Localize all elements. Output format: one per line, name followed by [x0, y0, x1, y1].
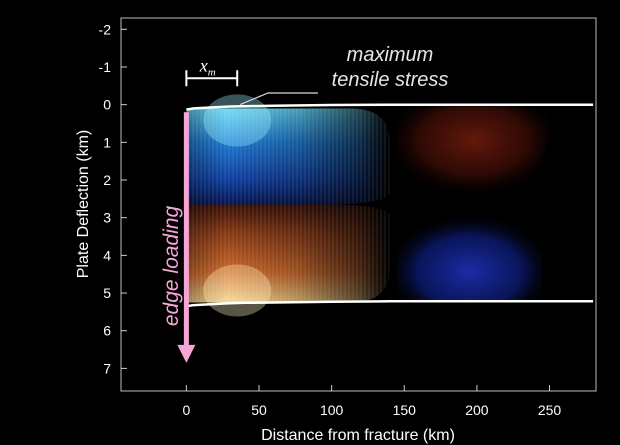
- edge-loading-arrow-head: [177, 344, 196, 363]
- xm-label: xm: [199, 55, 216, 78]
- axis-ticks: 0 50 100 150 200 250 -2 -1 0 1 2 3 4 5 6 7: [99, 21, 562, 418]
- y-tick-label: 6: [103, 323, 111, 339]
- max-tensile-label-line2: tensile stress: [332, 69, 449, 91]
- xm-label-subscript: m: [208, 66, 216, 78]
- max-tensile-leader-line: [239, 92, 318, 106]
- stress-peak-1: [203, 264, 272, 317]
- max-tensile-label-line1: maximum: [347, 44, 434, 66]
- stress-region-compression-2: [396, 106, 550, 203]
- y-tick-label: 2: [103, 172, 111, 188]
- plate-surfaces: [186, 103, 594, 308]
- x-tick-label: 250: [538, 402, 562, 418]
- plate-bottom-surface: [186, 300, 594, 308]
- stress-region-tension-3: [396, 202, 543, 301]
- xm-label-base: x: [199, 55, 208, 75]
- y-tick-label: 4: [103, 247, 111, 263]
- y-tick-label: 3: [103, 210, 111, 226]
- x-tick-label: 200: [465, 402, 489, 418]
- stress-region-texture-0: [186, 108, 390, 205]
- y-tick-label: 0: [103, 97, 111, 113]
- y-tick-label: -1: [99, 59, 112, 75]
- plate-top-surface: [186, 103, 594, 111]
- x-axis-label: Distance from fracture (km): [261, 427, 455, 444]
- stress-peak-0: [203, 94, 272, 147]
- y-axis-label: Plate Deflection (km): [75, 130, 92, 279]
- edge-loading-arrow-shaft: [183, 112, 189, 347]
- y-tick-label: 7: [103, 360, 111, 376]
- y-tick-label: 1: [103, 134, 111, 150]
- x-tick-label: 100: [320, 402, 344, 418]
- x-tick-label: 50: [251, 402, 267, 418]
- edge-loading-label: edge loading: [160, 206, 183, 327]
- y-tick-label: -2: [99, 21, 112, 37]
- x-tick-label: 0: [182, 402, 190, 418]
- y-tick-label: 5: [103, 285, 111, 301]
- stress-region-texture-1: [186, 204, 390, 303]
- x-tick-label: 150: [393, 402, 417, 418]
- annotations: xm maximum tensile stress edge loading: [160, 44, 448, 363]
